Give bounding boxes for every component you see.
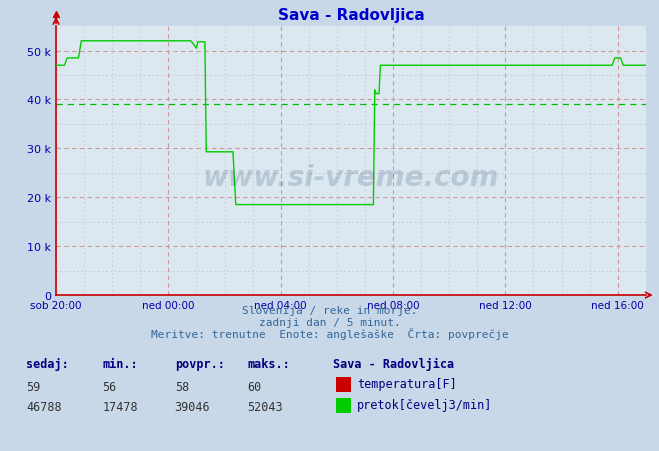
Text: www.si-vreme.com: www.si-vreme.com — [203, 163, 499, 191]
Text: 52043: 52043 — [247, 400, 283, 414]
Title: Sava - Radovljica: Sava - Radovljica — [277, 8, 424, 23]
Text: 17478: 17478 — [102, 400, 138, 414]
Text: sedaj:: sedaj: — [26, 358, 69, 371]
Text: 46788: 46788 — [26, 400, 62, 414]
Text: min.:: min.: — [102, 358, 138, 371]
Text: Meritve: trenutne  Enote: anglešaške  Črta: povprečje: Meritve: trenutne Enote: anglešaške Črta… — [151, 327, 508, 339]
Text: 60: 60 — [247, 380, 262, 393]
Text: Sava - Radovljica: Sava - Radovljica — [333, 358, 454, 371]
Text: povpr.:: povpr.: — [175, 358, 225, 371]
Text: maks.:: maks.: — [247, 358, 290, 371]
Text: 58: 58 — [175, 380, 189, 393]
Text: pretok[čevelj3/min]: pretok[čevelj3/min] — [357, 398, 492, 411]
Text: 56: 56 — [102, 380, 117, 393]
Text: 39046: 39046 — [175, 400, 210, 414]
Text: zadnji dan / 5 minut.: zadnji dan / 5 minut. — [258, 318, 401, 327]
Text: Slovenija / reke in morje.: Slovenija / reke in morje. — [242, 305, 417, 315]
Text: 59: 59 — [26, 380, 41, 393]
Text: temperatura[F]: temperatura[F] — [357, 377, 457, 391]
